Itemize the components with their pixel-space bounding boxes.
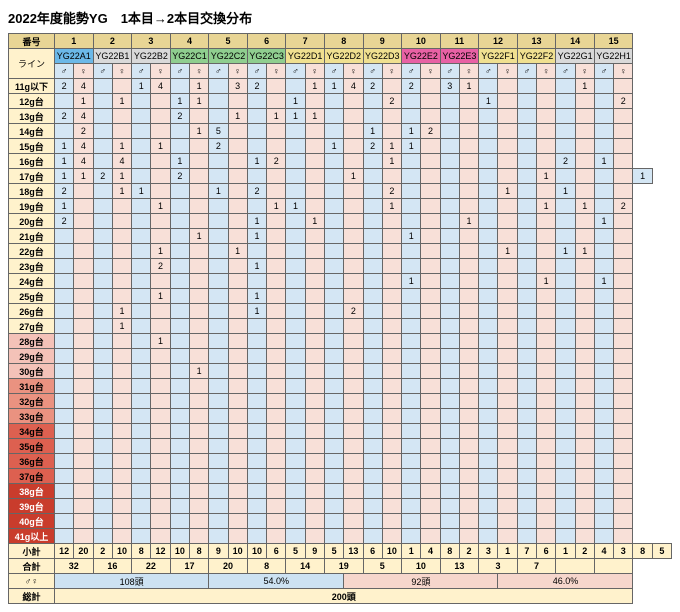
page-title: 2022年度能勢YG 1本目→2本目交換分布 [8, 8, 672, 27]
distribution-table: 番号123456789101112131415ラインYG22A1YG22B1YG… [8, 33, 672, 604]
